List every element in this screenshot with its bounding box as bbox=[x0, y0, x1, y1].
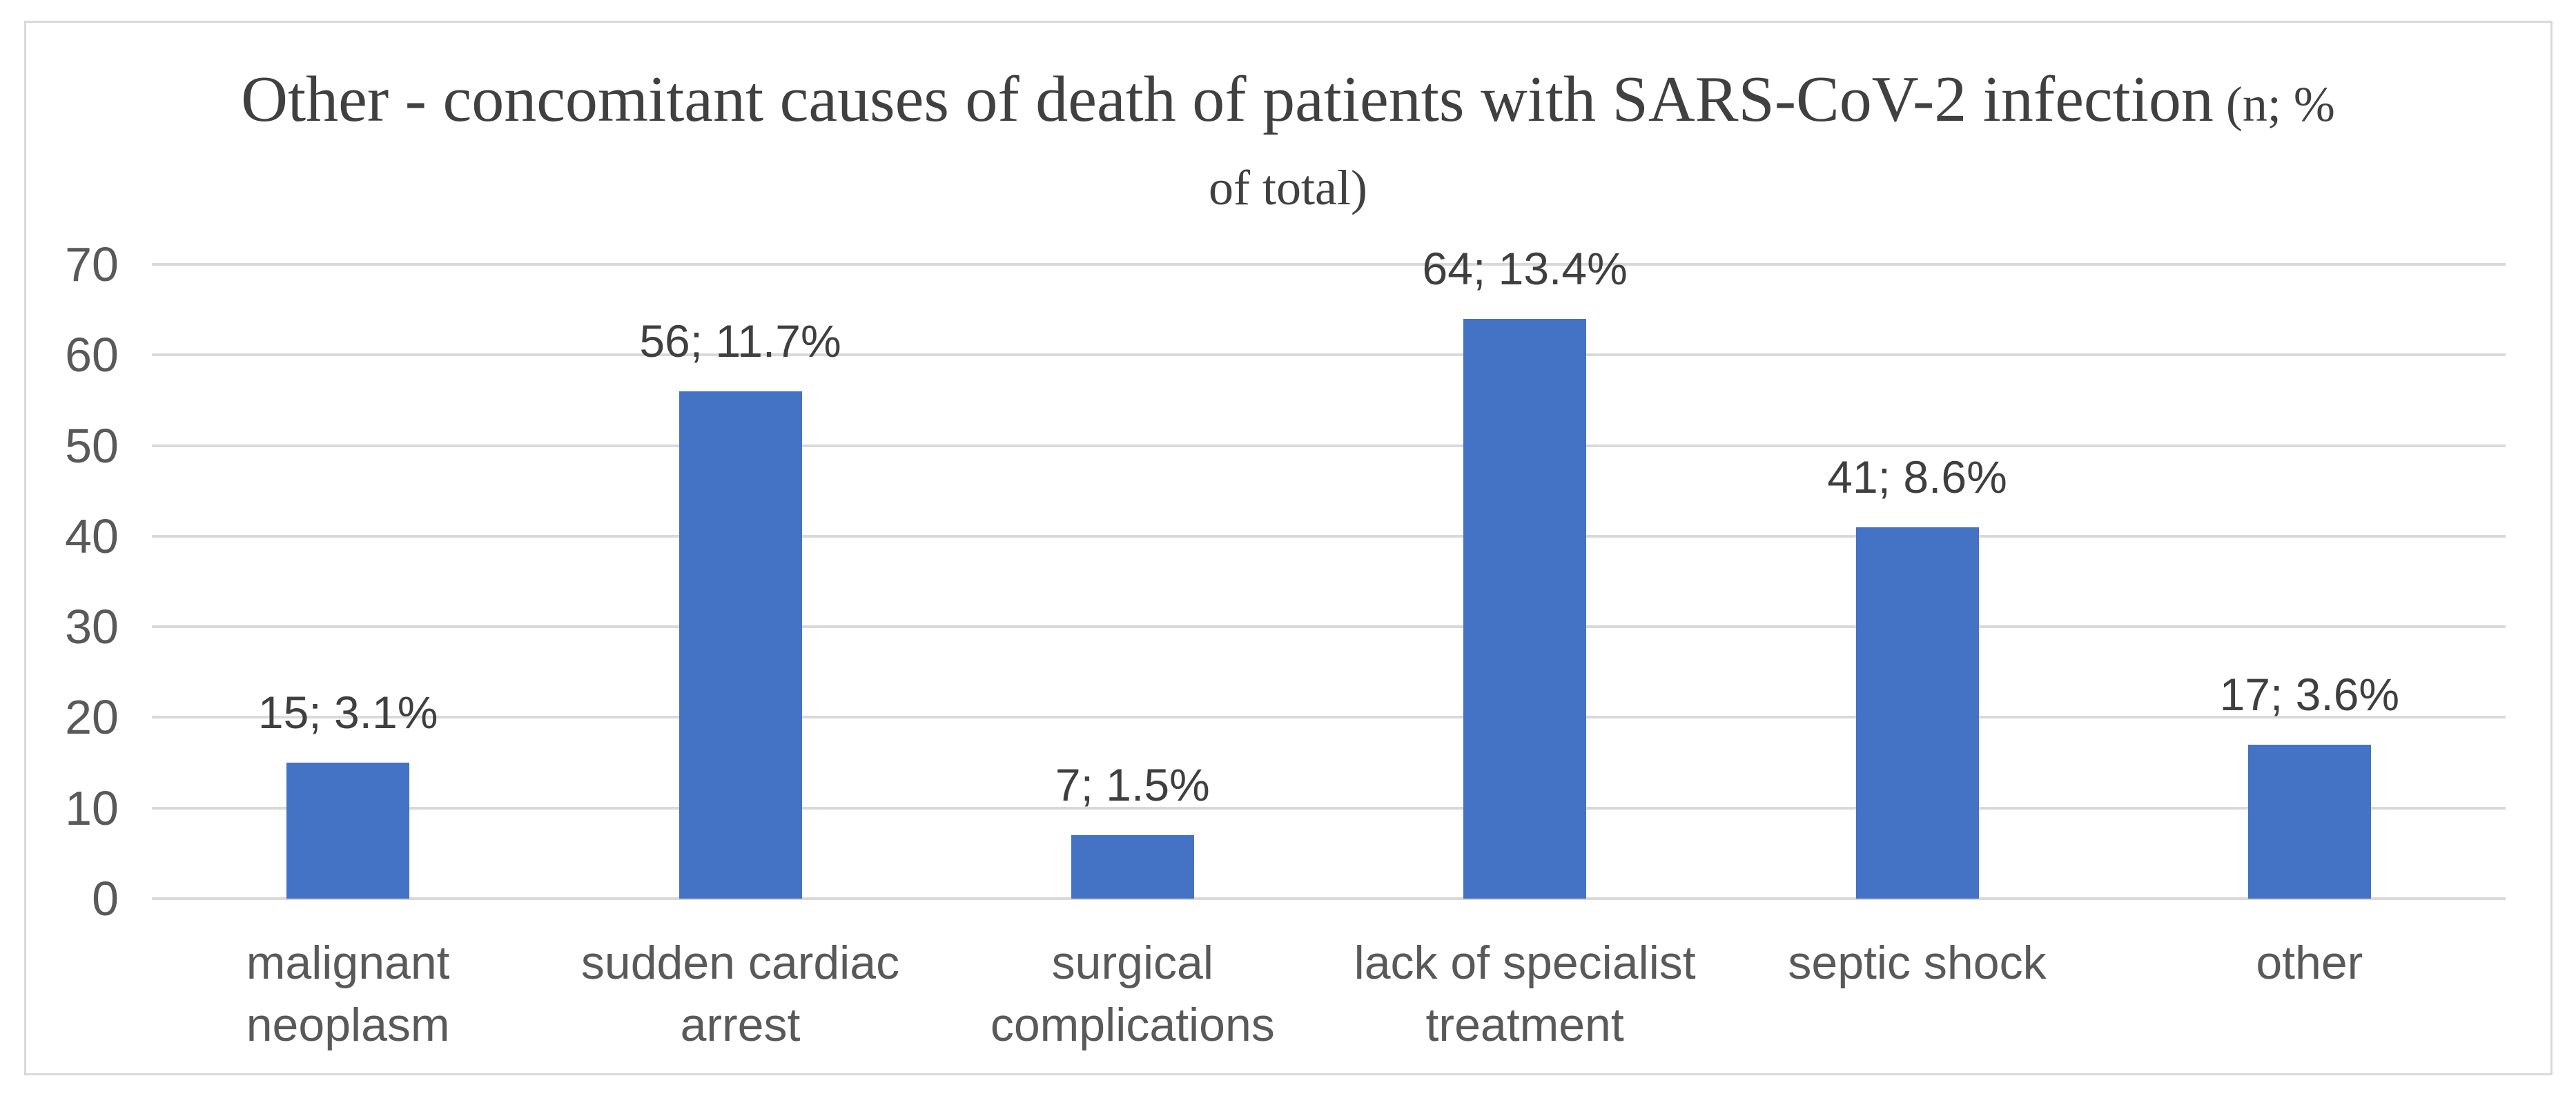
bar-data-label: 64; 13.4% bbox=[1422, 242, 1628, 294]
bar bbox=[679, 391, 802, 899]
y-tick-label: 50 bbox=[65, 418, 119, 473]
gridline bbox=[152, 897, 2506, 900]
category-label: lack of specialist bbox=[1354, 937, 1696, 989]
gridline bbox=[152, 353, 2506, 357]
chart-title: Other - concomitant causes of death of p… bbox=[0, 61, 2576, 219]
bar bbox=[1463, 318, 1587, 899]
category-label: complications bbox=[990, 999, 1275, 1051]
category-label: malignant bbox=[246, 937, 450, 989]
chart-title-line2: of total) bbox=[1209, 160, 1367, 215]
category-label: treatment bbox=[1425, 999, 1624, 1051]
y-tick-label: 20 bbox=[65, 690, 119, 745]
y-tick-label: 0 bbox=[92, 872, 119, 926]
bar-data-label: 7; 1.5% bbox=[1055, 759, 1210, 811]
category-label: septic shock bbox=[1788, 937, 2047, 989]
gridline bbox=[152, 263, 2506, 266]
chart-title-main-text: Other - concomitant causes of death of p… bbox=[241, 63, 2214, 135]
category-label: sudden cardiac bbox=[580, 937, 900, 989]
gridline bbox=[152, 625, 2506, 629]
gridline bbox=[152, 444, 2506, 447]
category-label: surgical bbox=[1051, 937, 1213, 989]
chart-title-units-text: (n; % bbox=[2213, 77, 2335, 132]
gridline bbox=[152, 806, 2506, 810]
y-tick-label: 40 bbox=[65, 509, 119, 563]
bar-data-label: 41; 8.6% bbox=[1827, 451, 2007, 502]
y-tick-label: 10 bbox=[65, 781, 119, 835]
y-tick-label: 60 bbox=[65, 328, 119, 382]
category-label: other bbox=[2256, 937, 2363, 989]
bar bbox=[1071, 835, 1194, 899]
y-tick-label: 70 bbox=[65, 237, 119, 291]
category-label: neoplasm bbox=[246, 999, 450, 1051]
bar bbox=[1855, 527, 1979, 899]
bar-data-label: 17; 3.6% bbox=[2219, 668, 2400, 720]
bar-data-label: 56; 11.7% bbox=[639, 315, 841, 366]
gridline bbox=[152, 534, 2506, 538]
y-tick-label: 30 bbox=[65, 600, 119, 654]
chart-title-line1: Other - concomitant causes of death of p… bbox=[0, 61, 2576, 157]
bar bbox=[2247, 744, 2371, 899]
category-label: arrest bbox=[680, 999, 801, 1051]
bar bbox=[286, 763, 410, 899]
bar-data-label: 15; 3.1% bbox=[257, 687, 438, 739]
gridline bbox=[152, 716, 2506, 719]
